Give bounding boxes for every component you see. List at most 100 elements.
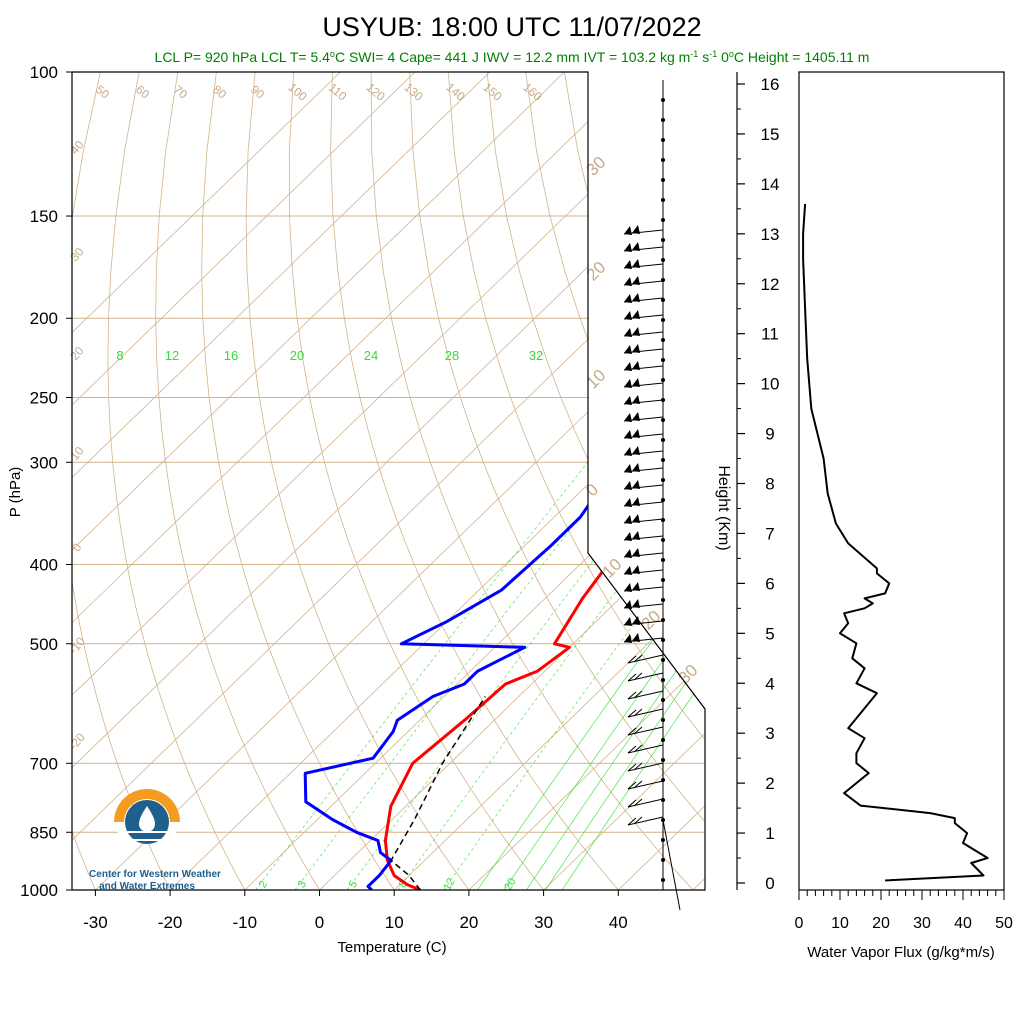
height-tick-label: 16 xyxy=(761,75,780,94)
height-tick-label: 13 xyxy=(761,225,780,244)
parcel-profile-line xyxy=(390,696,486,890)
isotherm-line xyxy=(319,72,705,890)
flux-tick-label: 40 xyxy=(954,915,972,932)
x-tick-label: 30 xyxy=(534,913,553,932)
wind-dot xyxy=(661,158,665,162)
wind-dot xyxy=(661,218,665,222)
height-axis-label: Height (Km) xyxy=(715,465,732,550)
wind-dot xyxy=(661,798,665,802)
flux-axis-label: Water Vapor Flux (g/kg*m/s) xyxy=(807,944,995,961)
flux-axis: 0 10 20 30 40 50 xyxy=(795,890,1013,932)
isotherm-label: 40 xyxy=(67,138,87,157)
wind-dot xyxy=(661,638,665,642)
flux-tick-label: 50 xyxy=(995,915,1013,932)
wind-dot xyxy=(661,758,665,762)
flux-panel-frame xyxy=(798,71,1005,891)
wind-barb-feather xyxy=(633,708,643,717)
wind-dot xyxy=(661,458,665,462)
height-tick-label: 2 xyxy=(765,774,774,793)
height-tick-label: 1 xyxy=(765,824,774,843)
y-axis-label: P (hPa) xyxy=(7,467,24,518)
height-tick-label: 9 xyxy=(765,425,774,444)
wind-dot xyxy=(661,238,665,242)
dry-adiabat-line xyxy=(370,72,694,890)
dry-adiabat-line xyxy=(288,72,544,890)
isotherm-line xyxy=(618,72,705,890)
pressure-axis: 100 150 200 250 300 400 500 700 850 1000 xyxy=(20,63,72,900)
x-tick-label: 40 xyxy=(609,913,628,932)
mixing-ratio-label: 8 xyxy=(397,879,410,890)
dry-adiabat-line xyxy=(155,72,320,890)
isobar-lines xyxy=(72,72,705,890)
flux-tick-label: 20 xyxy=(872,915,890,932)
wind-dot xyxy=(661,418,665,422)
mixing-ratio-label: 8 xyxy=(116,348,123,363)
wind-barb-feather xyxy=(633,762,643,771)
dry-adiabat-line xyxy=(796,72,1024,890)
dry-adiabat-line xyxy=(758,72,1024,890)
isotherm-line xyxy=(72,72,341,890)
dry-adiabat-line xyxy=(835,72,1024,890)
wind-dot xyxy=(661,738,665,742)
y-tick-label: 200 xyxy=(30,309,58,328)
wind-barb-feather xyxy=(627,817,637,826)
isotherm-label: 30 xyxy=(583,153,610,180)
isotherm-line xyxy=(72,72,705,890)
wind-dot xyxy=(661,478,665,482)
mixing-ratio-line xyxy=(526,382,705,890)
wind-barb-feather xyxy=(627,655,637,664)
mixing-ratio-line xyxy=(294,382,685,890)
wind-barb-flag xyxy=(624,497,640,507)
dry-adiabat-line xyxy=(486,72,705,890)
wind-barb-flag xyxy=(624,310,640,320)
height-tick-label: 8 xyxy=(765,475,774,494)
mixing-ratio-line xyxy=(255,382,651,890)
isotherm-line xyxy=(169,72,705,890)
height-tick-label: 3 xyxy=(765,724,774,743)
vapor-flux-line xyxy=(802,203,989,882)
wind-barb-flag xyxy=(624,361,640,371)
wind-barb-feather xyxy=(633,726,643,735)
wind-barb-flag xyxy=(624,548,640,558)
wind-barb-feather xyxy=(627,727,637,736)
wind-barb-flag xyxy=(624,412,640,422)
mixing-ratio-label: 24 xyxy=(364,348,378,363)
chart-title: USYUB: 18:00 UTC 11/07/2022 xyxy=(322,12,701,42)
wind-dot xyxy=(661,118,665,122)
height-tick-label: 4 xyxy=(765,674,774,693)
isotherm-label: 20 xyxy=(638,607,665,634)
dry-adiabat-line xyxy=(330,72,619,890)
wind-barb-flag xyxy=(624,327,640,337)
dry-adiabat-line xyxy=(409,72,705,890)
dry-adiabat-label: 110 xyxy=(326,80,350,103)
dry-adiabat-line xyxy=(245,72,470,890)
wind-dot xyxy=(661,318,665,322)
isotherm-label: -20 xyxy=(66,730,88,753)
flux-tick-label: 30 xyxy=(913,915,931,932)
x-tick-label: 0 xyxy=(315,913,324,932)
y-tick-label: 300 xyxy=(30,453,58,472)
dry-adiabat-line xyxy=(564,72,705,890)
x-axis-label: Temperature (C) xyxy=(337,939,446,956)
y-tick-label: 850 xyxy=(30,823,58,842)
wind-barb-flag xyxy=(624,395,640,405)
mixing-ratio-label: 32 xyxy=(529,348,543,363)
isotherm-line xyxy=(72,72,640,890)
dry-adiabat-line xyxy=(602,72,705,890)
dry-adiabat-label: 140 xyxy=(443,80,468,104)
mixing-ratio-label: 20 xyxy=(502,876,519,893)
wind-barb-feather xyxy=(627,745,637,754)
wind-barb-feather xyxy=(633,780,643,789)
mixing-ratio-label: 2 xyxy=(257,879,270,890)
wind-barb-feather xyxy=(627,709,637,718)
wind-dot xyxy=(661,498,665,502)
wind-barb-flag xyxy=(624,582,640,592)
wind-barb-flag xyxy=(624,259,640,269)
y-tick-label: 1000 xyxy=(20,881,58,900)
isotherm-lines xyxy=(72,72,705,890)
isotherm-line xyxy=(72,72,491,890)
wind-barb-flag xyxy=(624,565,640,575)
